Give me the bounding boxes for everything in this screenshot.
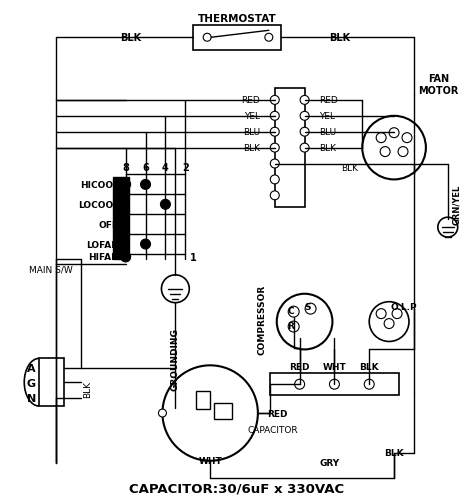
Text: CAPACITOR:30/6uF x 330VAC: CAPACITOR:30/6uF x 330VAC — [129, 481, 345, 494]
Text: A: A — [27, 364, 36, 374]
Circle shape — [392, 309, 402, 319]
Circle shape — [203, 34, 211, 42]
Text: MAIN S/W: MAIN S/W — [29, 265, 73, 274]
Circle shape — [270, 191, 279, 200]
Text: 6: 6 — [142, 163, 149, 173]
Text: THERMOSTAT: THERMOSTAT — [198, 15, 276, 25]
Circle shape — [438, 218, 458, 237]
Circle shape — [121, 180, 131, 190]
Circle shape — [295, 379, 305, 389]
Text: WHT: WHT — [198, 456, 222, 465]
Text: CAPACITOR: CAPACITOR — [248, 425, 299, 434]
Circle shape — [384, 319, 394, 329]
Circle shape — [158, 409, 166, 417]
Text: R: R — [287, 322, 294, 330]
Bar — [275, 89, 305, 208]
Circle shape — [305, 304, 316, 315]
Text: MOTOR: MOTOR — [419, 86, 459, 96]
Text: WHT: WHT — [322, 362, 346, 371]
Circle shape — [121, 253, 131, 263]
Circle shape — [288, 307, 299, 318]
Circle shape — [270, 96, 279, 105]
Bar — [113, 178, 128, 260]
Text: BLU: BLU — [243, 128, 260, 137]
Text: LOCOOL: LOCOOL — [78, 200, 118, 209]
Text: YEL: YEL — [244, 112, 260, 121]
Text: RED: RED — [290, 362, 310, 371]
Circle shape — [265, 34, 273, 42]
Bar — [39, 359, 64, 406]
Bar — [214, 403, 232, 419]
Text: 8: 8 — [122, 163, 129, 173]
Text: BLK: BLK — [329, 33, 350, 43]
Circle shape — [141, 180, 151, 190]
Circle shape — [270, 128, 279, 137]
Circle shape — [270, 112, 279, 121]
Text: BLU: BLU — [319, 128, 337, 137]
Circle shape — [300, 96, 309, 105]
Circle shape — [300, 128, 309, 137]
Text: RED: RED — [319, 96, 338, 105]
Bar — [193, 26, 281, 51]
Circle shape — [300, 112, 309, 121]
Circle shape — [369, 302, 409, 342]
Text: BLK: BLK — [341, 164, 358, 173]
Circle shape — [270, 160, 279, 169]
Circle shape — [376, 309, 386, 319]
Text: G: G — [27, 378, 36, 388]
Text: BLK: BLK — [243, 144, 260, 153]
Circle shape — [329, 379, 339, 389]
Text: HIFAN: HIFAN — [88, 253, 118, 262]
Circle shape — [398, 147, 408, 157]
Text: YEL: YEL — [319, 112, 336, 121]
Text: S: S — [304, 303, 311, 312]
Circle shape — [300, 144, 309, 153]
Circle shape — [402, 133, 412, 143]
Text: HICOOL: HICOOL — [80, 180, 118, 189]
Circle shape — [163, 366, 258, 461]
Bar — [270, 374, 399, 395]
Circle shape — [364, 379, 374, 389]
Circle shape — [162, 276, 189, 303]
Text: OFF: OFF — [99, 220, 118, 229]
Text: C: C — [287, 307, 294, 316]
Text: 1: 1 — [190, 253, 197, 263]
Circle shape — [376, 133, 386, 143]
Text: N: N — [27, 393, 36, 403]
Text: O.L.P: O.L.P — [391, 303, 417, 312]
Text: BLK: BLK — [359, 362, 379, 371]
Circle shape — [161, 200, 170, 210]
Circle shape — [288, 322, 299, 332]
Circle shape — [270, 144, 279, 153]
Circle shape — [141, 239, 151, 249]
Circle shape — [277, 294, 332, 350]
Text: GRY: GRY — [319, 458, 339, 467]
Text: GROUNDING: GROUNDING — [171, 327, 180, 390]
Text: LOFAN: LOFAN — [86, 240, 118, 249]
Text: COMPRESSOR: COMPRESSOR — [257, 284, 266, 354]
Text: 2: 2 — [182, 163, 189, 173]
Text: FAN: FAN — [428, 74, 449, 84]
Bar — [196, 391, 210, 409]
Text: BLK: BLK — [319, 144, 337, 153]
Text: BLK: BLK — [384, 448, 404, 457]
Text: BLK: BLK — [83, 380, 92, 397]
Text: 4: 4 — [162, 163, 169, 173]
Text: RED: RED — [267, 409, 288, 418]
Circle shape — [270, 175, 279, 184]
Circle shape — [362, 117, 426, 180]
Circle shape — [389, 128, 399, 138]
Text: GRN/YEL: GRN/YEL — [452, 185, 461, 225]
Text: RED: RED — [241, 96, 260, 105]
Circle shape — [380, 147, 390, 157]
Text: BLK: BLK — [120, 33, 141, 43]
